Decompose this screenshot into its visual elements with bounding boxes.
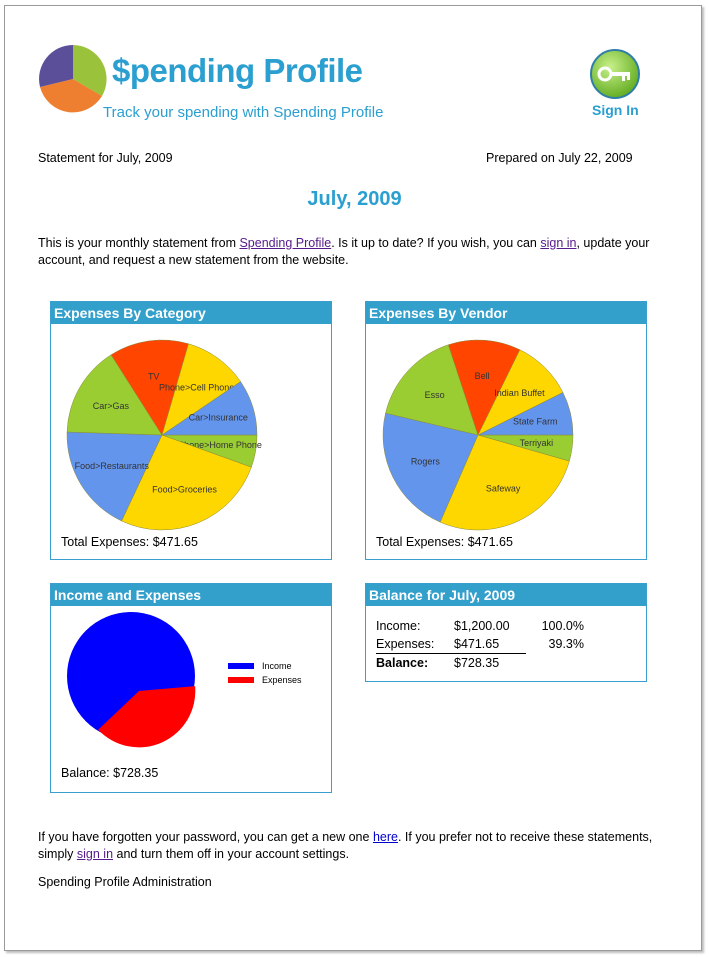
legend-swatch-expenses bbox=[228, 677, 254, 683]
intro-sign-in-link[interactable]: sign in bbox=[540, 236, 577, 250]
pie-slice-state-farm bbox=[477, 392, 574, 436]
pie-slice-tv bbox=[110, 339, 189, 436]
month-title: July, 2009 bbox=[307, 188, 402, 210]
pie-label-car-insurance: Car>Insurance bbox=[189, 413, 248, 423]
footer-sign-in-link[interactable]: sign in bbox=[76, 847, 114, 861]
pie-slice-rogers bbox=[382, 412, 479, 523]
category-panel-title: Expenses By Category bbox=[51, 302, 331, 324]
balance-amount: $1,200.00 bbox=[454, 619, 510, 633]
pie-slice-food-restaurants bbox=[66, 431, 163, 522]
balance-row-income: Income: $1,200.00 100.0% bbox=[376, 617, 584, 635]
income-panel-title: Income and Expenses bbox=[51, 584, 331, 606]
vendor-total: Total Expenses: $471.65 bbox=[376, 535, 513, 549]
pie-slice-safeway bbox=[439, 434, 570, 531]
balance-pct: 100.0% bbox=[541, 619, 584, 633]
pie-label-safeway: Safeway bbox=[486, 483, 521, 493]
footer-text-2: . If you prefer not to receive these sta… bbox=[38, 830, 653, 861]
logo-title: $pending Profile bbox=[112, 52, 363, 89]
legend-label-expenses: Expenses bbox=[262, 675, 302, 685]
pie-label-car-gas: Car>Gas bbox=[93, 401, 130, 411]
footer-paragraph: If you have forgotten your password, you… bbox=[38, 829, 658, 863]
intro-text-2: . Is it up to date? If you wish, you can bbox=[331, 236, 541, 250]
pie-slice-food-groceries bbox=[121, 434, 252, 531]
balance-row-expenses: Expenses: $471.65 39.3% bbox=[376, 635, 584, 654]
prepared-on: Prepared on July 22, 2009 bbox=[486, 151, 633, 165]
pie-slice-car-insurance bbox=[161, 381, 258, 436]
pie-label-food-groceries: Food>Groceries bbox=[152, 484, 217, 494]
password-here-link[interactable]: here bbox=[372, 830, 398, 844]
legend-swatch-income bbox=[228, 663, 254, 669]
pie-label-bell: Bell bbox=[475, 371, 490, 381]
pie-label-rogers: Rogers bbox=[411, 456, 441, 466]
pie-label-terriyaki: Terriyaki bbox=[520, 438, 554, 448]
balance-amount: $471.65 bbox=[454, 635, 526, 654]
footer-text-3: and turn them off in your account settin… bbox=[113, 847, 350, 861]
pie-slice-expenses bbox=[98, 686, 196, 748]
intro-text-1: This is your monthly statement from bbox=[38, 236, 240, 250]
pie-label-phone-cell-phone: Phone>Cell Phone bbox=[159, 382, 234, 392]
statement-for: Statement for July, 2009 bbox=[38, 151, 173, 165]
pie-label-food-restaurants: Food>Restaurants bbox=[75, 461, 150, 471]
income-pie-chart: Income Expenses bbox=[67, 612, 302, 748]
balance-pct: 39.3% bbox=[548, 637, 584, 652]
intro-text-3: , update your account, and request a new… bbox=[38, 236, 650, 267]
pie-label-state-farm: State Farm bbox=[513, 416, 558, 426]
pie-label-tv: TV bbox=[148, 372, 160, 382]
pie-label-indian-buffet: Indian Buffet bbox=[494, 388, 545, 398]
legend-label-income: Income bbox=[262, 661, 292, 671]
income-panel: Income and Expenses Income Expenses Balan… bbox=[50, 583, 332, 793]
balance-amount: $728.35 bbox=[454, 656, 500, 670]
balance-panel-title: Balance for July, 2009 bbox=[366, 584, 646, 606]
category-total: Total Expenses: $471.65 bbox=[61, 535, 198, 549]
balance-row-balance: Balance: $728.35 bbox=[376, 654, 584, 673]
balance-panel: Balance for July, 2009 Income: $1,200.00… bbox=[365, 583, 647, 682]
balance-table: Income: $1,200.00 100.0% Expenses: $471.… bbox=[376, 617, 584, 672]
pie-slice-bell bbox=[448, 339, 521, 436]
category-panel: Expenses By Category Phone>Home Phone Foo… bbox=[50, 301, 332, 560]
vendor-panel-title: Expenses By Vendor bbox=[366, 302, 646, 324]
pie-slice-phone-cell-phone bbox=[161, 343, 241, 436]
logo-pie-icon bbox=[39, 45, 107, 113]
footer-text-1: If you have forgotten your password, you… bbox=[38, 830, 373, 844]
tagline: Track your spending with Spending Profil… bbox=[103, 104, 384, 121]
pie-label-esso: Esso bbox=[425, 390, 445, 400]
category-pie-chart: Phone>Home Phone Food>Groceries Food>Resta… bbox=[66, 339, 262, 531]
pie-slice-esso bbox=[385, 344, 479, 436]
vendor-panel: Expenses By Vendor Terriyaki Safeway Roger… bbox=[365, 301, 647, 560]
intro-paragraph: This is your monthly statement from Spen… bbox=[38, 235, 663, 269]
balance-pct bbox=[526, 654, 584, 673]
sign-in-key-icon[interactable] bbox=[589, 48, 641, 100]
vendor-pie-chart: Terriyaki Safeway Rogers Esso Bell Indian Buf… bbox=[382, 339, 574, 531]
spending-profile-link[interactable]: Spending Profile bbox=[239, 236, 332, 250]
income-balance: Balance: $728.35 bbox=[61, 766, 159, 780]
pie-slice-car-gas bbox=[66, 354, 163, 436]
pie-label-phone-home-phone: Phone>Home Phone bbox=[178, 440, 262, 450]
balance-label: Income: bbox=[376, 619, 421, 633]
sign-in-link[interactable]: Sign In bbox=[592, 102, 639, 118]
balance-label: Expenses: bbox=[376, 635, 454, 654]
balance-label: Balance: bbox=[376, 656, 429, 670]
signature: Spending Profile Administration bbox=[38, 875, 212, 889]
